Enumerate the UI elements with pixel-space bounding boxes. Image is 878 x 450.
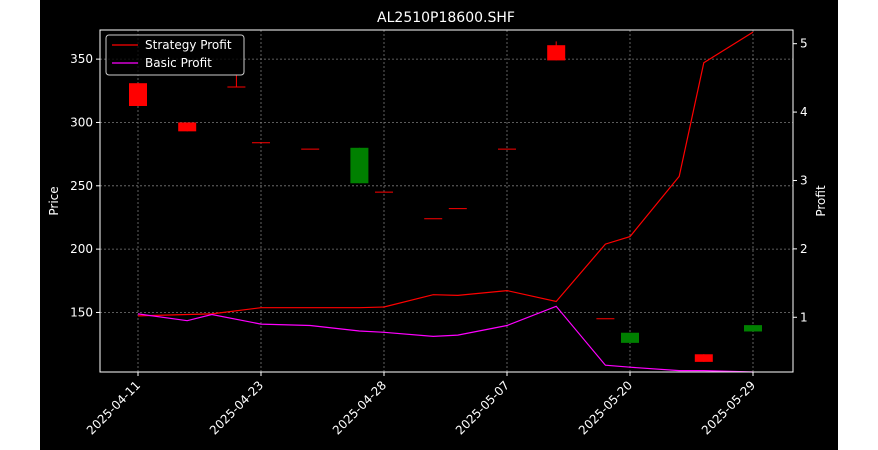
y-axis-label-left: Price <box>47 186 61 215</box>
candle-body <box>350 147 369 184</box>
candle-body <box>129 83 147 106</box>
legend-label-basic-profit: Basic Profit <box>145 56 212 70</box>
x-tick-label: 2025-05-07 <box>453 378 512 437</box>
x-tick-label: 2025-05-29 <box>699 378 758 437</box>
candle-body <box>694 354 713 362</box>
candles <box>129 41 762 362</box>
left-tick-label: 200 <box>70 242 93 256</box>
chart-figure: AL2510P18600.SHF 150 200 250 300 350 1 2 3 4 5 2… <box>40 0 838 450</box>
right-axis: 1 2 3 4 5 <box>793 37 808 324</box>
chart-svg: AL2510P18600.SHF 150 200 250 300 350 1 2 3 4 5 2… <box>47 10 828 437</box>
left-tick-label: 300 <box>70 115 93 129</box>
left-tick-label: 150 <box>70 305 93 319</box>
left-axis: 150 200 250 300 350 <box>70 52 100 319</box>
left-tick-label: 250 <box>70 179 93 193</box>
candle-body <box>744 325 762 332</box>
x-axis: 2025-04-11 2025-04-23 2025-04-28 2025-05-07… <box>84 372 758 437</box>
right-tick-label: 2 <box>800 242 808 256</box>
series-line-strategy-profit <box>137 31 754 317</box>
legend: Strategy Profit Basic Profit <box>105 34 245 76</box>
legend-box <box>105 34 245 76</box>
right-tick-label: 1 <box>800 310 808 324</box>
left-tick-label: 350 <box>70 52 93 66</box>
legend-label-strategy-profit: Strategy Profit <box>145 38 232 52</box>
candle-body <box>621 332 639 343</box>
y-axis-label-right: Profit <box>814 185 828 217</box>
right-tick-label: 4 <box>800 105 808 119</box>
series-line-basic-profit <box>137 305 754 373</box>
profit-lines <box>137 31 754 373</box>
right-tick-label: 3 <box>800 173 808 187</box>
x-tick-label: 2025-04-28 <box>330 378 389 437</box>
right-tick-label: 5 <box>800 37 808 51</box>
plot-frame <box>99 29 794 373</box>
x-tick-label: 2025-05-20 <box>576 378 635 437</box>
chart-title: AL2510P18600.SHF <box>377 10 515 26</box>
candle-body <box>178 122 197 132</box>
x-tick-label: 2025-04-11 <box>84 378 143 437</box>
x-tick-label: 2025-04-23 <box>207 378 266 437</box>
grid-lines <box>100 30 793 372</box>
candle-body <box>547 45 566 61</box>
